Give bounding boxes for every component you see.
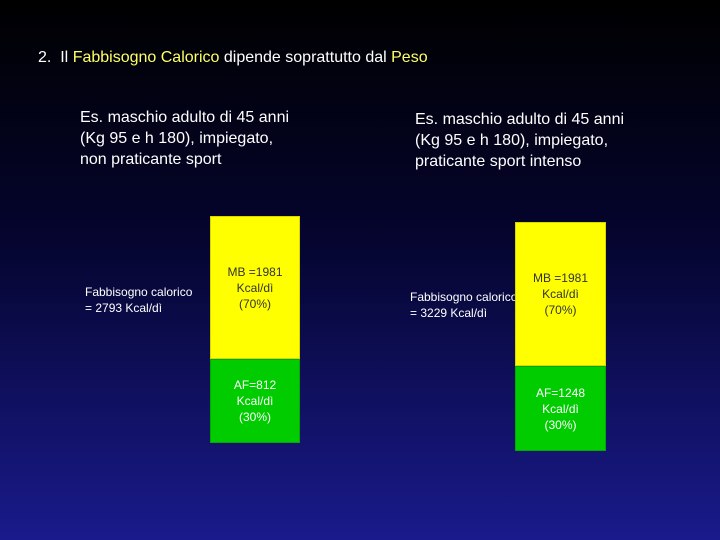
case-left-mb-box: MB =1981 Kcal/dì (70%) bbox=[210, 216, 300, 359]
title-middle: dipende soprattutto dal bbox=[219, 49, 392, 66]
slide-title: 2. Il Fabbisogno Calorico dipende soprat… bbox=[38, 49, 428, 67]
af-right-percent: (30%) bbox=[544, 417, 577, 432]
mb-right-unit: Kcal/dì bbox=[542, 287, 579, 301]
af-left-value: AF=812 bbox=[233, 378, 277, 392]
mb-right-percent: (70%) bbox=[544, 303, 577, 317]
af-left-unit: Kcal/dì bbox=[236, 394, 274, 408]
title-prefix: Il bbox=[60, 49, 73, 66]
mb-left-value: MB =1981 bbox=[227, 264, 283, 279]
case-left-total: Fabbisogno calorico = 2793 Kcal/dì bbox=[85, 285, 193, 315]
mb-right-value: MB =1981 bbox=[532, 271, 589, 285]
title-highlight-peso: Peso bbox=[391, 49, 428, 66]
af-right-unit: Kcal/dì bbox=[542, 401, 579, 416]
mb-left-unit: Kcal/dì bbox=[236, 280, 274, 295]
title-number: 2. bbox=[38, 49, 52, 66]
case-right-description: Es. maschio adulto di 45 anni (Kg 95 e h… bbox=[415, 111, 625, 170]
case-left-af-box: AF=812 Kcal/dì (30%) bbox=[210, 359, 300, 443]
case-right-total: Fabbisogno calorico = 3229 Kcal/dì bbox=[410, 290, 518, 320]
af-right-value: AF=1248 bbox=[535, 385, 586, 400]
mb-left-percent: (70%) bbox=[238, 296, 271, 311]
title-highlight-fabbisogno: Fabbisogno Calorico bbox=[72, 49, 220, 66]
case-right-mb-box: MB =1981 Kcal/dì (70%) bbox=[515, 222, 606, 366]
case-left-description: Es. maschio adulto di 45 anni (Kg 95 e h… bbox=[80, 109, 290, 168]
case-right-af-box: AF=1248 Kcal/dì (30%) bbox=[515, 366, 606, 451]
af-left-percent: (30%) bbox=[238, 410, 271, 424]
